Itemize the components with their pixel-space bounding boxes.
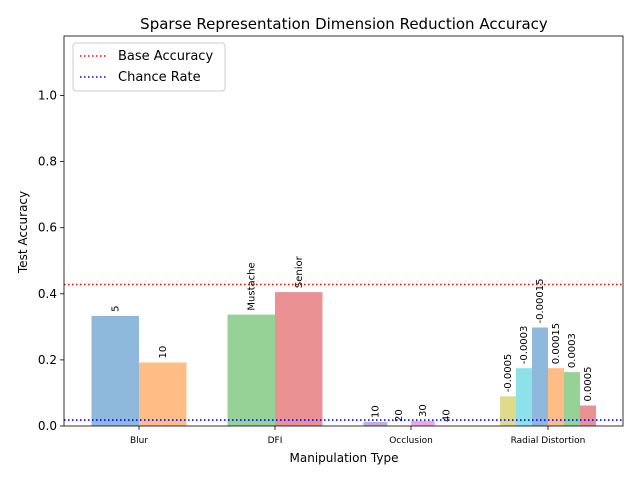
- y-axis-label: Test Accuracy: [16, 191, 30, 274]
- bar-radial-distortion-4: [564, 372, 580, 426]
- y-tick-label: 0.0: [38, 419, 57, 433]
- x-tick-label: Blur: [130, 436, 148, 446]
- y-tick-label: 0.6: [38, 221, 57, 235]
- bar-blur-0: [91, 315, 139, 426]
- chart-title: Sparse Representation Dimension Reductio…: [140, 15, 548, 33]
- y-tick-label: 0.8: [38, 155, 57, 169]
- x-tick-label: Radial Distortion: [511, 436, 586, 446]
- bar-radial-distortion-1: [516, 368, 532, 426]
- bar-blur-1: [139, 362, 187, 426]
- bar-data-label: Mustache: [246, 262, 257, 310]
- y-tick-label: 1.0: [38, 89, 57, 103]
- bar-data-label: 5: [110, 306, 121, 312]
- y-tick-label: 0.2: [38, 353, 57, 367]
- legend-label: Chance Rate: [118, 70, 201, 85]
- x-tick-label: DFI: [268, 436, 283, 446]
- bar-dfi-0: [227, 314, 275, 426]
- bar-data-label: -0.0005: [503, 354, 514, 393]
- x-tick-label: Occlusion: [389, 436, 433, 446]
- bar-data-label: 0.0003: [567, 333, 578, 368]
- bar-data-label: 40: [442, 409, 453, 422]
- bar-occlusion-2: [411, 421, 435, 426]
- legend: [72, 42, 226, 92]
- bar-data-label: 20: [394, 409, 405, 422]
- plot-area: 5 10 Blur Mustache Senior DFI 10 20 30 40 Occlusio…: [38, 35, 624, 446]
- bar-data-label: Senior: [294, 255, 305, 288]
- bar-data-label: 0.00015: [551, 323, 562, 364]
- x-axis-label: Manipulation Type: [290, 451, 399, 465]
- bar-data-label: 10: [370, 405, 381, 418]
- y-tick-label: 0.4: [38, 287, 57, 301]
- bar-data-label: -0.0003: [519, 326, 530, 365]
- bar-data-label: -0.00015: [535, 279, 546, 324]
- bar-data-label: 30: [418, 404, 429, 417]
- plot-frame: [63, 35, 624, 427]
- bar-data-label: 10: [158, 346, 169, 359]
- bar-radial-distortion-3: [548, 368, 564, 426]
- bar-data-label: 0.0005: [583, 367, 594, 402]
- bar-dfi-1: [275, 292, 323, 426]
- legend-label: Base Accuracy: [118, 49, 213, 64]
- bar-radial-distortion-5: [580, 405, 596, 426]
- bar-radial-distortion-2: [532, 327, 548, 426]
- bar-occlusion-0: [363, 422, 388, 426]
- bar-radial-distortion-0: [500, 396, 516, 426]
